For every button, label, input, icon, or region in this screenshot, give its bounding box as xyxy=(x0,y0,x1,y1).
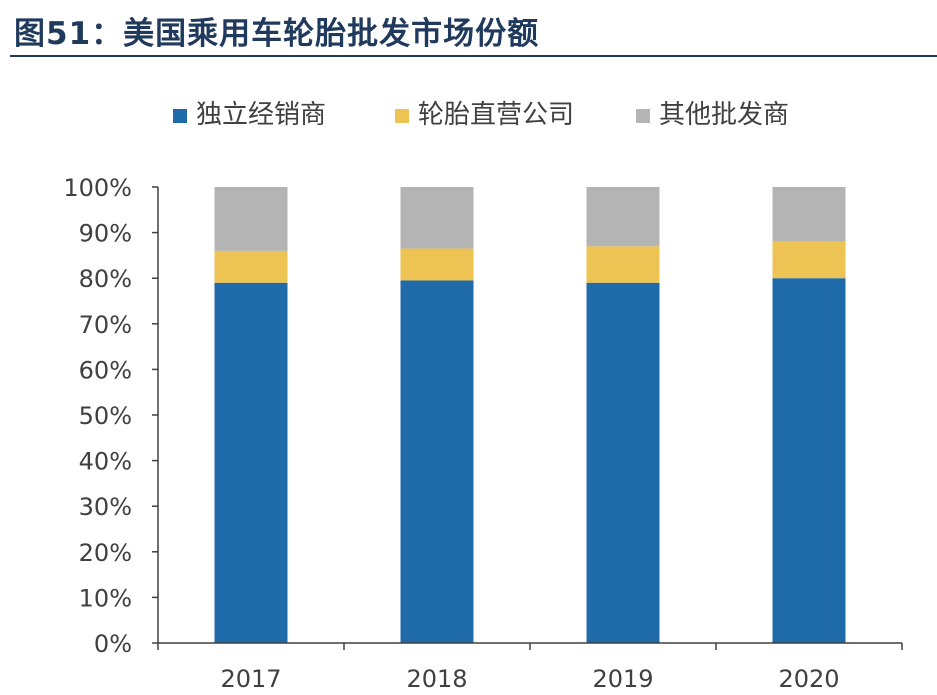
bar-segment xyxy=(400,187,474,249)
y-tick-label: 10% xyxy=(79,584,132,612)
bar-segment xyxy=(586,282,660,643)
figure-title: 图51：美国乘用车轮胎批发市场份额 xyxy=(14,16,540,52)
x-axis: 2017 2018 2019 2020 xyxy=(157,642,903,693)
y-tick-label: 70% xyxy=(79,311,132,339)
figure-title-bar: 图51：美国乘用车轮胎批发市场份额 xyxy=(0,0,937,58)
legend-label: 其他批发商 xyxy=(659,100,789,130)
bar-segment xyxy=(772,187,846,242)
legend-label: 独立经销商 xyxy=(196,100,326,130)
chart-legend: 独立经销商 轮胎直营公司 其他批发商 xyxy=(173,100,789,130)
stacked-bar-chart: 独立经销商 轮胎直营公司 其他批发商 0% 10% 20% 30% 40% 50% 60% 70%… xyxy=(63,100,903,693)
bar-segment xyxy=(586,246,660,283)
y-tick-label: 20% xyxy=(79,539,132,567)
title-divider xyxy=(10,55,937,57)
bar-stack-2017 xyxy=(214,187,288,643)
bar-segment xyxy=(214,250,288,283)
legend-label: 轮胎直营公司 xyxy=(418,100,574,130)
y-tick-label: 60% xyxy=(79,356,132,384)
bar-segment xyxy=(772,241,846,279)
y-tick-label: 90% xyxy=(79,220,132,248)
x-tick-label: 2018 xyxy=(406,665,467,691)
legend-item: 轮胎直营公司 xyxy=(395,100,574,130)
bar-segment xyxy=(400,248,474,281)
bars xyxy=(214,187,846,643)
y-tick-label: 40% xyxy=(79,448,132,476)
bar-segment xyxy=(214,282,288,643)
y-tick-label: 80% xyxy=(79,265,132,293)
legend-swatch xyxy=(173,109,187,123)
y-tick-label: 50% xyxy=(79,402,132,430)
x-tick-label: 2019 xyxy=(592,665,653,691)
y-axis: 0% 10% 20% 30% 40% 50% 60% 70% 80% 90% 100% xyxy=(63,174,159,658)
y-tick-label: 100% xyxy=(63,174,132,202)
y-tick-label: 0% xyxy=(94,630,132,658)
legend-swatch xyxy=(636,109,650,123)
bar-segment xyxy=(586,187,660,247)
x-tick-label: 2017 xyxy=(220,665,281,691)
chart-container: 独立经销商 轮胎直营公司 其他批发商 0% 10% 20% 30% 40% 50% 60% 70%… xyxy=(0,58,937,693)
bar-segment xyxy=(214,187,288,251)
y-tick-label: 30% xyxy=(79,493,132,521)
legend-item: 其他批发商 xyxy=(636,100,789,130)
bar-stack-2018 xyxy=(400,187,474,643)
bar-stack-2020 xyxy=(772,187,846,643)
legend-swatch xyxy=(395,109,409,123)
x-tick-label: 2020 xyxy=(778,665,839,691)
bar-stack-2019 xyxy=(586,187,660,643)
bar-segment xyxy=(400,280,474,643)
bar-segment xyxy=(772,278,846,643)
legend-item: 独立经销商 xyxy=(173,100,326,130)
